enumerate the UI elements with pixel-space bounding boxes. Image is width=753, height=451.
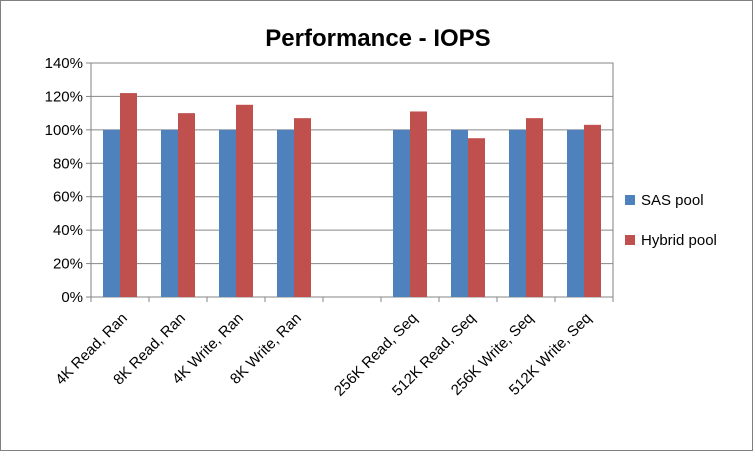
bar-hybrid-pool xyxy=(178,113,195,298)
y-tick-label: 120% xyxy=(45,88,83,105)
legend-label: Hybrid pool xyxy=(641,232,717,249)
bar-hybrid-pool xyxy=(120,93,137,297)
bar-sas-pool xyxy=(451,129,468,297)
bar-hybrid-pool xyxy=(410,111,427,297)
y-tick-label: 20% xyxy=(53,256,83,273)
bars xyxy=(103,93,601,298)
bar-sas-pool xyxy=(219,129,236,297)
legend-label: SAS pool xyxy=(641,192,704,209)
y-tick-label: 60% xyxy=(53,189,83,206)
y-axis-ticks: 0% 20% 40% 60% 80% 100% 120% 140% xyxy=(45,55,83,306)
bar-hybrid-pool xyxy=(236,104,253,298)
bar-hybrid-pool xyxy=(468,138,485,297)
bar-hybrid-pool xyxy=(584,124,601,297)
chart-title: Performance - IOPS xyxy=(265,25,490,52)
y-tick-label: 140% xyxy=(45,55,83,72)
y-tick-label: 40% xyxy=(53,222,83,239)
bar-sas-pool xyxy=(103,129,120,297)
legend-swatch xyxy=(625,235,635,245)
y-tick-label: 0% xyxy=(61,289,83,306)
bar-hybrid-pool xyxy=(526,118,543,298)
bar-hybrid-pool xyxy=(294,118,311,298)
y-tick-label: 100% xyxy=(45,122,83,139)
bar-sas-pool xyxy=(509,129,526,297)
legend: SAS pool Hybrid pool xyxy=(625,192,717,249)
legend-swatch xyxy=(625,195,635,205)
y-tick-label: 80% xyxy=(53,155,83,172)
bar-sas-pool xyxy=(161,129,178,297)
bar-sas-pool xyxy=(277,129,294,297)
bar-sas-pool xyxy=(567,129,584,297)
bar-sas-pool xyxy=(393,129,410,297)
